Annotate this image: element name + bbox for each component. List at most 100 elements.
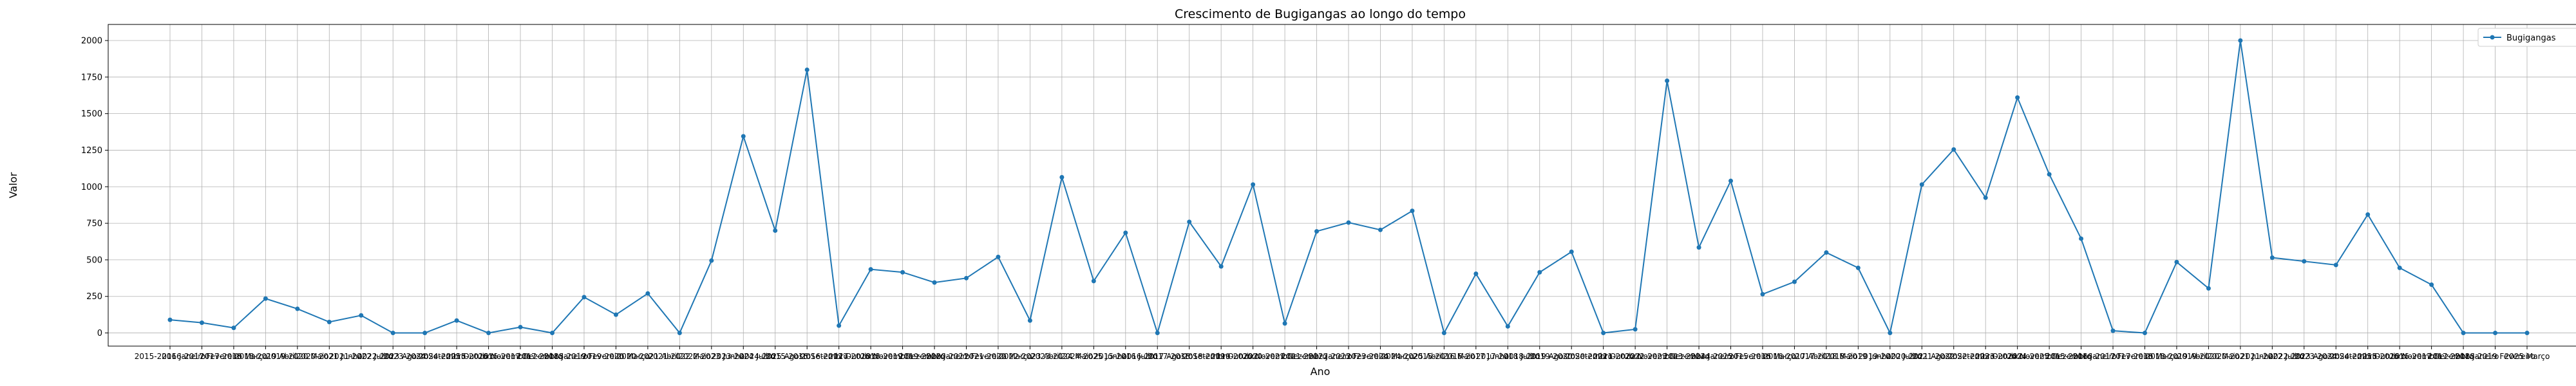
data-point [868, 267, 873, 272]
data-point [2429, 282, 2434, 288]
x-tick-label: 2022-2023 Agosto [357, 352, 429, 361]
x-tick-label: 2015-2016 Março [1728, 352, 1797, 361]
data-point [1218, 264, 1224, 269]
x-tick-label: 2015-2016 Novembro [446, 352, 531, 361]
data-point [231, 326, 236, 331]
data-point [2238, 38, 2243, 43]
x-tick-label: 2021-2022 Julho [329, 352, 393, 361]
x-tick-label: 2023-2024 Janeiro [1663, 352, 1734, 361]
x-tick-label: 2022-2023 Abril [999, 352, 1061, 361]
data-point [1155, 331, 1160, 336]
data-point [1505, 324, 1510, 329]
data-point [1696, 245, 1701, 250]
data-point [1760, 291, 1765, 297]
data-point [167, 317, 173, 322]
x-tick-label: 2023-2024 Março [1347, 352, 1415, 361]
plot-frame [108, 24, 2576, 347]
x-tick-label: 2016-2017 Dezembro [478, 352, 563, 361]
data-point [2079, 236, 2084, 241]
x-tick-label: 2019-2020 Maio [2177, 352, 2240, 361]
y-axis-label: Valor [7, 172, 19, 198]
y-tick-label: 1000 [81, 183, 102, 192]
data-point [773, 228, 778, 233]
data-point [1441, 331, 1446, 336]
x-tick-label: 2020-2021 Agosto [1886, 352, 1958, 361]
legend-label-bugigangas: Bugigangas [2506, 33, 2556, 43]
x-tick-label: 2022-2023 Outubro [1947, 352, 2023, 361]
x-tick-label: 2022-2023 Agosto [2268, 352, 2340, 361]
data-point [1123, 230, 1128, 235]
x-tick-label: 2017-2018 Novembro [828, 352, 913, 361]
data-point [677, 331, 682, 336]
x-tick-label: 2019-2020 Março [582, 352, 650, 361]
data-point [2493, 331, 2498, 336]
data-point [295, 306, 300, 311]
x-tick-label: 2015-2016 Novembro [2357, 352, 2441, 361]
x-tick-label: 2020-2021 Junho [296, 352, 363, 361]
data-point [1569, 249, 1574, 254]
grid [108, 24, 2576, 346]
x-tick-label: 2023-2024 Setembro [2295, 352, 2377, 361]
data-point [359, 313, 364, 318]
data-point [454, 318, 459, 323]
data-point [582, 295, 587, 300]
x-tick-label: 2020-2021 Abril [617, 352, 679, 361]
data-point [963, 275, 969, 280]
x-tick-label: 2019-2020 Setembro [1530, 352, 1613, 361]
data-point [1919, 182, 1924, 187]
y-tick-label: 750 [86, 219, 102, 229]
data-point [2047, 172, 2052, 177]
data-point [1091, 279, 1096, 284]
x-tick-label: 2022-2023 Junho [678, 352, 744, 361]
x-tick-label: 2021-2022 Julho [2240, 352, 2304, 361]
x-tick-label: 2024-2025 Junho [1061, 352, 1127, 361]
x-tick-label: 2020-2021 Junho [2207, 352, 2273, 361]
data-point [1888, 331, 1893, 336]
data-point [2142, 331, 2147, 336]
data-point [1187, 219, 1192, 225]
x-tick-label: 2015-2016 Janeiro [2045, 352, 2116, 361]
x-tick-label: 2018-2019 Outubro [1183, 352, 1259, 361]
data-point [1378, 227, 1383, 232]
x-tick-label: 2019-2020 Janeiro [899, 352, 970, 361]
data-point [709, 258, 714, 263]
data-point [741, 134, 746, 139]
y-tick-label: 2000 [81, 37, 102, 46]
x-tick-label: 2021-2022 Setembro [1913, 352, 1995, 361]
x-tick-label: 2019-2020 Maio [266, 352, 329, 361]
data-point [1983, 195, 1988, 200]
data-point [1792, 279, 1797, 284]
data-point [2365, 212, 2371, 217]
y-tick-label: 250 [86, 292, 102, 302]
x-tick-label: 2015-2016 Janeiro [135, 352, 205, 361]
x-tick-label: 2024-2025 Dezembro [2007, 352, 2092, 361]
x-tick-label: 2017-2018 Setembro [1148, 352, 1231, 361]
x-tick-label: 2017-2018 Janeiro [516, 352, 587, 361]
x-tick-label: 2017-2018 Janeiro [2428, 352, 2499, 361]
x-tick-label: 2020-2021 Outubro [1566, 352, 1642, 361]
x-tick-label: 2023-2024 Julho [712, 352, 775, 361]
x-tick-label: 2023-2024 Novembro [1975, 352, 2060, 361]
data-point [837, 323, 842, 328]
x-tick-label: 2024-2025 Outubro [2330, 352, 2406, 361]
data-point [1282, 321, 1287, 326]
data-point [1601, 331, 1606, 336]
data-point [1951, 147, 1956, 152]
data-point [2302, 259, 2307, 264]
x-tick-label: 2015-2016 Julho [1094, 352, 1157, 361]
data-point [1728, 178, 1734, 183]
data-point [263, 296, 268, 301]
data-point [1855, 265, 1861, 270]
x-tick-label: 2016-2017 Agosto [1122, 352, 1193, 361]
x-tick-label: 2016-2017 Abril [1763, 352, 1826, 361]
data-point [1410, 208, 1415, 214]
data-point [2174, 259, 2179, 264]
data-point [932, 280, 937, 285]
x-tick-label: 2020-2021 Fevereiro [926, 352, 1007, 361]
data-point [613, 312, 618, 317]
y-tick-label: 1750 [81, 73, 102, 82]
data-point [2015, 95, 2020, 100]
x-tick-label: 2021-2022 Novembro [1593, 352, 1677, 361]
